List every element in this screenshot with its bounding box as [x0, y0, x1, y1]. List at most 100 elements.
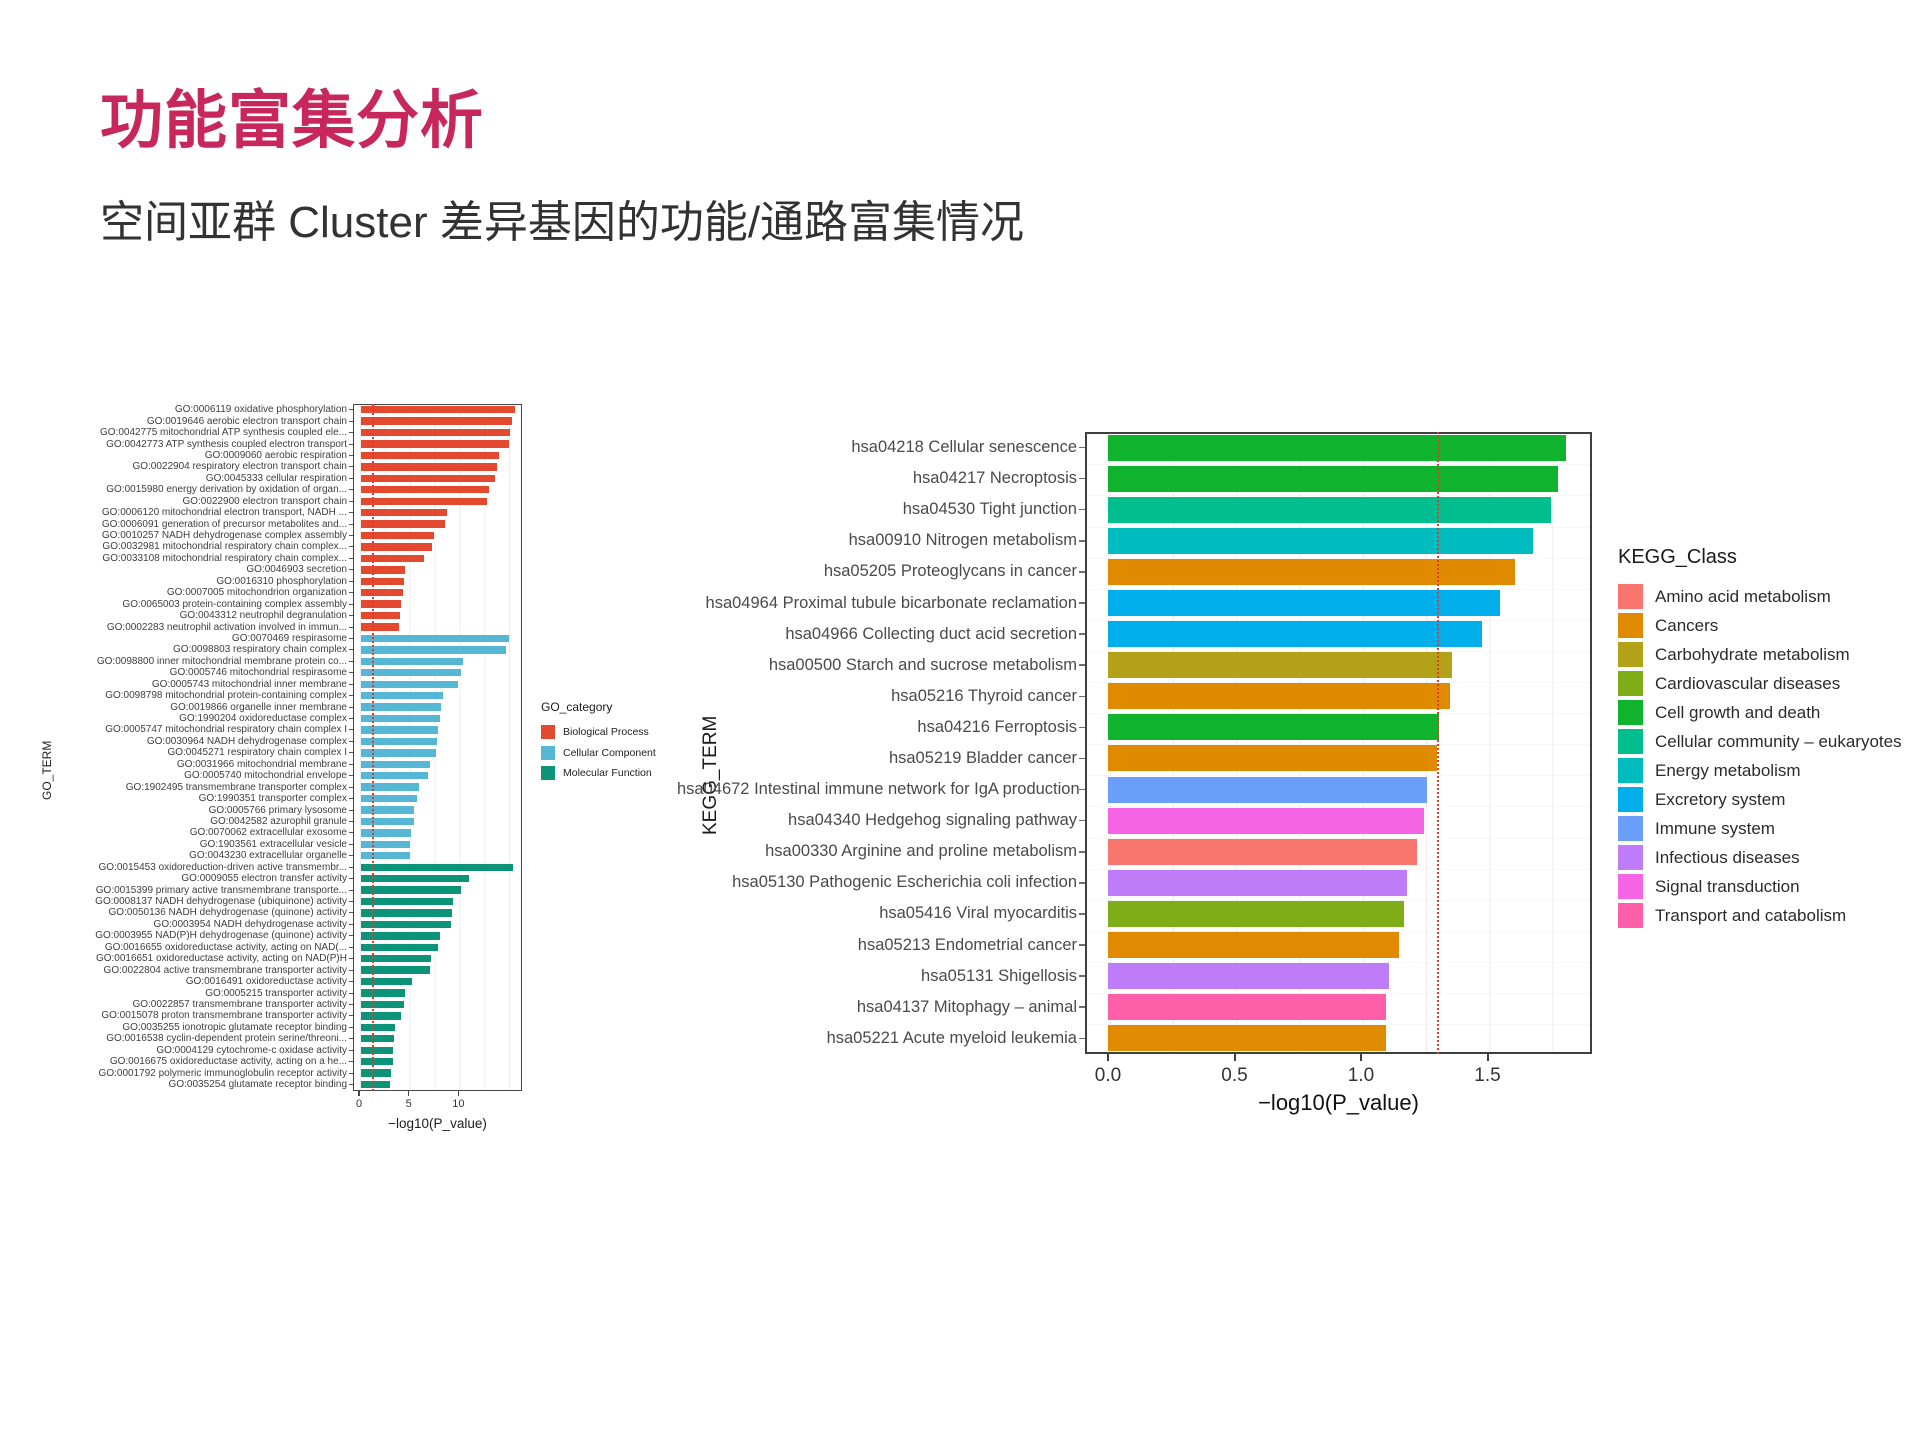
- y-axis-tick: [349, 615, 353, 617]
- go-term-label: GO:1903561 extracellular vesicle: [199, 838, 347, 850]
- go-bar: [361, 611, 400, 620]
- go-bar-row: GO:0005743 mitochondrial inner membrane: [56, 679, 515, 690]
- y-axis-tick: [1079, 602, 1085, 604]
- go-bar-row: GO:0005766 primary lysosome: [56, 804, 515, 816]
- kegg-bar-row: hsa04216 Ferroptosis: [677, 712, 1566, 743]
- kegg-bar-row: hsa04137 Mitophagy – animal: [677, 992, 1566, 1023]
- go-term-label: GO:0042773 ATP synthesis coupled electro…: [106, 438, 347, 450]
- go-bar-row: GO:1903561 extracellular vesicle: [56, 839, 515, 850]
- kegg-bar: [1108, 776, 1427, 803]
- go-legend: GO_category Biological Process Cellular C…: [541, 700, 656, 784]
- y-axis-tick: [349, 489, 353, 491]
- go-term-label: GO:0005747 mitochondrial respiratory cha…: [105, 724, 347, 736]
- kegg-term-label: hsa04217 Necroptosis: [912, 469, 1077, 488]
- go-bar: [361, 463, 498, 471]
- go-bar-row: GO:0006119 oxidative phosphorylation: [56, 404, 516, 415]
- kegg-term-label: hsa05221 Acute myeloid leukemia: [826, 1028, 1077, 1047]
- kegg-bar: [1108, 745, 1437, 772]
- x-axis-tick-label: 0: [355, 1098, 363, 1110]
- go-term-label: GO:0016538 cyclin-dependent protein seri…: [106, 1033, 347, 1045]
- go-bar-row: GO:0045271 respiratory chain complex I: [56, 747, 515, 758]
- go-term-label: GO:0033108 mitochondrial respiratory cha…: [102, 552, 347, 564]
- go-term-label: GO:0098800 inner mitochondrial membrane …: [96, 655, 347, 667]
- go-bar: [361, 977, 412, 986]
- go-term-label: GO:0006120 mitochondrial electron transp…: [101, 507, 347, 519]
- legend-item-label: Carbohydrate metabolism: [1655, 644, 1850, 664]
- go-bar-row: GO:0015453 oxidoreduction-driven active …: [56, 862, 515, 873]
- y-axis-tick: [1079, 819, 1085, 822]
- go-term-label: GO:0022900 electron transport chain: [182, 495, 347, 507]
- go-bar-row: GO:0015078 proton transmembrane transpor…: [56, 1010, 515, 1021]
- go-bar-row: GO:0006091 generation of precursor metab…: [56, 518, 515, 530]
- kegg-legend-item: Cancers: [1618, 611, 1902, 640]
- go-bar: [361, 874, 470, 883]
- legend-color-swatch: [1618, 671, 1643, 696]
- y-axis-tick: [349, 763, 353, 765]
- kegg-legend: KEGG_Class Amino acid metabolism Cancers C…: [1618, 546, 1902, 930]
- go-term-label: GO:0016675 oxidoreductase activity, acti…: [109, 1056, 347, 1068]
- kegg-bar: [1108, 714, 1439, 741]
- kegg-bar: [1108, 869, 1407, 896]
- kegg-bar-row: hsa05213 Endometrial cancer: [677, 930, 1566, 961]
- y-axis-tick: [349, 718, 353, 720]
- go-bar-row: GO:0032981 mitochondrial respiratory cha…: [56, 541, 515, 552]
- go-bar: [361, 966, 430, 974]
- legend-color-swatch: [1618, 787, 1643, 812]
- y-axis-tick: [349, 420, 353, 422]
- y-axis-tick: [349, 706, 353, 708]
- go-bar-rows: GO:0006119 oxidative phosphorylation GO:0…: [56, 404, 516, 1090]
- go-bar-row: GO:0045333 cellular respiration: [56, 473, 515, 484]
- kegg-term-label: hsa04137 Mitophagy – animal: [856, 997, 1077, 1016]
- x-axis-tick: [457, 1091, 460, 1096]
- y-axis-tick: [349, 843, 353, 845]
- go-bar-row: GO:0070062 extracellular exosome: [56, 827, 515, 838]
- legend-color-swatch: [1618, 758, 1643, 783]
- legend-color-swatch: [1618, 903, 1643, 928]
- y-axis-tick: [1079, 540, 1085, 542]
- go-term-label: GO:0004129 cytochrome-c oxidase activity: [156, 1044, 347, 1056]
- go-term-label: GO:0005743 mitochondrial inner membrane: [151, 678, 347, 690]
- go-bar: [361, 909, 453, 917]
- y-axis-tick: [1079, 975, 1085, 977]
- go-bar-row: GO:0019646 aerobic electron transport ch…: [56, 415, 515, 427]
- y-axis-tick: [1079, 757, 1085, 760]
- go-term-label: GO:0019646 aerobic electron transport ch…: [146, 415, 347, 427]
- go-bar: [361, 897, 454, 906]
- go-bar: [361, 531, 434, 540]
- y-axis-tick: [349, 981, 353, 983]
- kegg-legend-item: Carbohydrate metabolism: [1618, 640, 1902, 669]
- go-bar-row: GO:1990351 transporter complex: [56, 793, 515, 804]
- kegg-legend-item: Immune system: [1618, 814, 1902, 843]
- go-bar: [361, 772, 428, 780]
- go-bar: [361, 451, 500, 460]
- y-axis-tick: [349, 695, 353, 697]
- y-axis-tick: [349, 901, 353, 903]
- kegg-term-label: hsa05131 Shigellosis: [921, 966, 1077, 985]
- go-term-label: GO:0002283 neutrophil activation involve…: [106, 621, 347, 633]
- legend-item-label: Cellular community – eukaryotes: [1655, 731, 1902, 751]
- go-term-label: GO:0009055 electron transfer activity: [181, 873, 347, 885]
- kegg-bar: [1108, 621, 1482, 648]
- go-bar: [361, 417, 513, 425]
- go-bar-row: GO:0006120 mitochondrial electron transp…: [56, 507, 515, 518]
- go-bar-row: GO:0015399 primary active transmembrane …: [56, 884, 515, 896]
- y-axis-tick: [1079, 726, 1085, 729]
- y-axis-tick: [1079, 695, 1085, 698]
- go-bar-row: GO:0016651 oxidoreductase activity, acti…: [56, 953, 515, 964]
- go-bar-row: GO:0003955 NAD(P)H dehydrogenase (quinon…: [56, 930, 515, 941]
- kegg-term-label: hsa05416 Viral myocarditis: [879, 904, 1077, 923]
- go-bar-row: GO:0019866 organelle inner membrane: [56, 701, 515, 713]
- go-bar: [361, 428, 511, 437]
- kegg-bar-row: hsa04964 Proximal tubule bicarbonate rec…: [677, 587, 1566, 618]
- x-axis-tick-label: 0.5: [1221, 1065, 1248, 1086]
- legend-color-swatch: [1618, 845, 1643, 870]
- go-bar-row: GO:0046903 secretion: [56, 564, 515, 575]
- x-axis-tick-label: 1.5: [1474, 1065, 1501, 1086]
- y-axis-tick: [1079, 446, 1085, 449]
- y-axis-tick: [349, 1026, 353, 1028]
- go-bar: [361, 794, 417, 803]
- go-bar-row: GO:0005740 mitochondrial envelope: [56, 770, 515, 781]
- kegg-significance-threshold-line: [1437, 432, 1439, 1054]
- kegg-bar-row: hsa05216 Thyroid cancer: [677, 681, 1566, 712]
- y-axis-tick: [349, 740, 353, 742]
